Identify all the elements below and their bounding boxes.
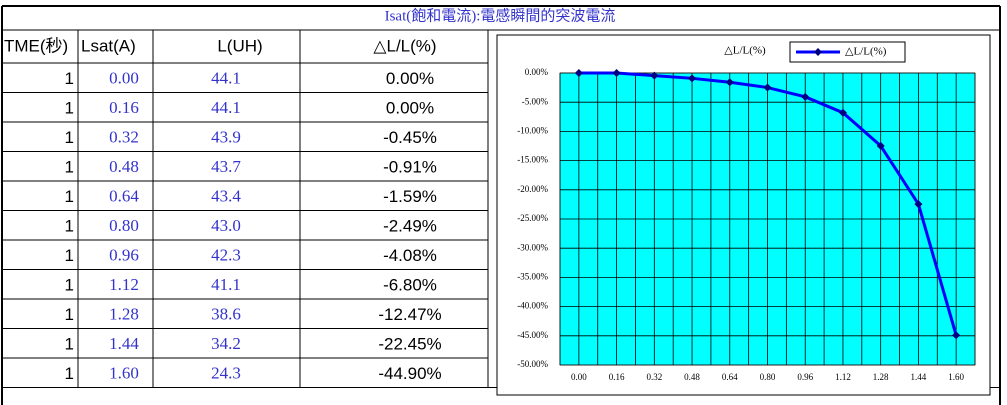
point-marker xyxy=(838,108,847,117)
x-tick-label: 1.60 xyxy=(948,372,964,382)
table-cell: 1 xyxy=(65,335,74,354)
table-cell: 43.7 xyxy=(211,157,241,176)
sheet-title: Isat(飽和電流):電感瞬間的突波電流 xyxy=(385,7,616,24)
table-cell: -44.90% xyxy=(378,364,441,383)
table-cell: 0.48 xyxy=(109,157,139,176)
column-header: TME(秒) xyxy=(4,36,68,55)
table-cell: 0.00 xyxy=(109,69,139,88)
point-marker xyxy=(725,78,734,87)
point-marker xyxy=(914,200,923,209)
y-tick-label: -50.00% xyxy=(517,359,548,369)
point-marker xyxy=(612,69,621,77)
table-cell: 1 xyxy=(65,246,74,265)
x-tick-label: 0.16 xyxy=(609,372,625,382)
table-cell: 1 xyxy=(65,99,74,118)
table-cell: 1.60 xyxy=(109,364,139,383)
x-tick-label: 0.32 xyxy=(646,372,662,382)
point-marker xyxy=(574,69,583,77)
table-cell: 44.1 xyxy=(211,98,241,117)
chart-title: △L/L(%) xyxy=(724,45,766,57)
x-tick-label: 1.44 xyxy=(911,372,927,382)
column-header: △L/L(%) xyxy=(373,36,436,55)
table-cell: 1 xyxy=(65,276,74,295)
point-marker xyxy=(688,74,697,83)
table-cell: 42.3 xyxy=(211,246,241,265)
table-cell: 1 xyxy=(65,217,74,236)
table-cell: 0.64 xyxy=(109,187,139,206)
x-tick-label: 0.64 xyxy=(722,372,738,382)
table-cell: 0.00% xyxy=(386,99,434,118)
y-tick-label: -45.00% xyxy=(517,330,548,340)
table-cell: 1 xyxy=(65,187,74,206)
y-tick-label: -5.00% xyxy=(522,96,549,106)
table-cell: -4.08% xyxy=(383,246,437,265)
table-cell: 0.16 xyxy=(109,98,139,117)
table-cell: 43.0 xyxy=(211,216,241,235)
table-cell: 1.44 xyxy=(109,334,139,353)
x-tick-label: 0.48 xyxy=(684,372,700,382)
table-cell: 0.32 xyxy=(109,128,139,147)
table-cell: 0.96 xyxy=(109,246,139,265)
table-cell: 34.2 xyxy=(211,334,241,353)
y-tick-label: 0.00% xyxy=(525,67,549,77)
table-cell: 1 xyxy=(65,69,74,88)
y-tick-label: -30.00% xyxy=(517,242,548,252)
table-cell: 1 xyxy=(65,128,74,147)
column-header: Lsat(A) xyxy=(81,36,136,55)
table-cell: -0.91% xyxy=(383,158,437,177)
table-cell: 1 xyxy=(65,158,74,177)
table-cell: -22.45% xyxy=(378,335,441,354)
table-cell: 1.12 xyxy=(109,275,139,294)
y-tick-label: -40.00% xyxy=(517,301,548,311)
table-cell: -2.49% xyxy=(383,217,437,236)
table-cell: 0.80 xyxy=(109,216,139,235)
table-cell: 38.6 xyxy=(211,305,241,324)
table-cell: 1 xyxy=(65,364,74,383)
y-tick-label: -20.00% xyxy=(517,184,548,194)
table-cell: 1.28 xyxy=(109,305,139,324)
point-marker xyxy=(763,83,772,92)
legend-marker xyxy=(814,48,822,56)
x-tick-label: 1.12 xyxy=(835,372,851,382)
y-tick-label: -25.00% xyxy=(517,213,548,223)
x-tick-label: 0.00 xyxy=(571,372,587,382)
x-tick-label: 0.80 xyxy=(760,372,776,382)
legend-label: △L/L(%) xyxy=(845,46,887,58)
y-tick-label: -10.00% xyxy=(517,125,548,135)
y-tick-label: -15.00% xyxy=(517,155,548,165)
x-tick-label: 1.28 xyxy=(873,372,889,382)
column-header: L(UH) xyxy=(217,36,262,55)
table-cell: 24.3 xyxy=(211,364,241,383)
table-cell: -1.59% xyxy=(383,187,437,206)
table-cell: 1 xyxy=(65,305,74,324)
legend-box xyxy=(789,41,906,63)
table-cell: 43.9 xyxy=(211,128,241,147)
table-cell: 44.1 xyxy=(211,69,241,88)
x-tick-label: 0.96 xyxy=(797,372,813,382)
table-cell: -6.80% xyxy=(383,276,437,295)
point-marker xyxy=(952,331,961,340)
point-marker xyxy=(876,141,885,150)
table-cell: -0.45% xyxy=(383,128,437,147)
point-marker xyxy=(801,92,810,101)
table-cell: 43.4 xyxy=(211,187,241,206)
table-cell: -12.47% xyxy=(378,305,441,324)
table-cell: 0.00% xyxy=(386,69,434,88)
table-cell: 41.1 xyxy=(211,275,241,294)
y-tick-label: -35.00% xyxy=(517,271,548,281)
point-marker xyxy=(650,71,659,80)
